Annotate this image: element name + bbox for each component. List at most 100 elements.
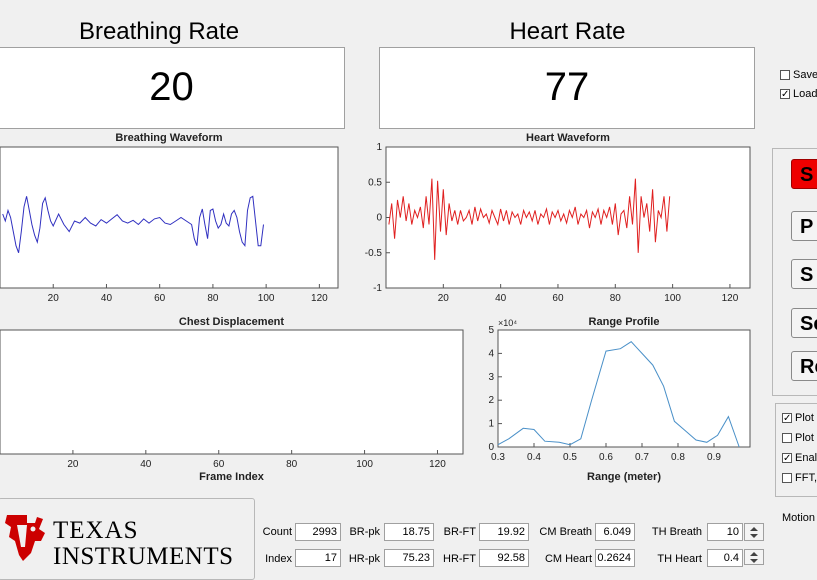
x-tick-label: 0.8	[671, 452, 685, 463]
breathing-rate-value: 20	[0, 47, 345, 129]
x-tick-label: 100	[356, 459, 373, 470]
index-field: 17	[295, 549, 341, 567]
br-ft-field: 19.92	[479, 523, 529, 541]
x-tick-label: 0.7	[635, 452, 649, 463]
x-tick-label: 0.5	[563, 452, 577, 463]
plot-option-3-checkbox[interactable]: ✓	[782, 453, 792, 464]
x-tick-label: 80	[207, 293, 219, 304]
save-load-group: Save ✓ Load	[780, 69, 817, 100]
plot-option-4[interactable]: FFT,	[782, 472, 817, 484]
chart-title: Range Profile	[589, 316, 660, 328]
reset-button[interactable]: Re	[791, 351, 817, 381]
x-tick-label: 0.9	[707, 452, 721, 463]
x-axis-label: Frame Index	[199, 471, 265, 483]
th-heart-spinner[interactable]	[744, 549, 764, 565]
control-button-panel: S P S Se Re	[772, 148, 817, 396]
save-checkbox[interactable]	[780, 70, 790, 80]
save-label: Save	[793, 69, 817, 81]
y-tick-label: 5	[488, 325, 494, 336]
th-breath-spinner[interactable]	[744, 523, 764, 541]
chart-title: Heart Waveform	[526, 132, 610, 144]
plot-option-1-checkbox[interactable]: ✓	[782, 413, 792, 424]
x-tick-label: 120	[311, 293, 328, 304]
count-label: Count	[262, 526, 292, 538]
x-axis-label: Range (meter)	[587, 471, 661, 483]
breathing-waveform-svg: Breathing Waveform 20 40 60 80 100 120	[0, 132, 339, 304]
plot-area	[497, 329, 751, 448]
x-tick-label: 60	[154, 293, 166, 304]
th-heart-input[interactable]: 0.4	[707, 549, 743, 567]
load-checkbox[interactable]: ✓	[780, 89, 790, 100]
plot-option-4-label: FFT,	[795, 472, 817, 484]
y-tick-label: 3	[488, 372, 494, 383]
cm-heart-label: CM Heart	[544, 553, 592, 565]
chart-title: Chest Displacement	[179, 316, 284, 328]
logo-panel: TEXAS INSTRUMENTS	[0, 498, 255, 580]
x-tick-label: 40	[140, 459, 152, 470]
plot-area	[0, 329, 464, 455]
y-tick-label: -1	[373, 283, 382, 294]
plot-option-4-checkbox[interactable]	[782, 473, 792, 483]
series-line	[2, 195, 264, 253]
y-exponent-label: ×10⁴	[498, 318, 517, 328]
logo-text-texas: TEXAS	[53, 517, 139, 544]
cm-breath-field: 6.049	[595, 523, 635, 541]
x-tick-label: 80	[610, 293, 622, 304]
plot-option-1-label: Plot	[795, 412, 814, 424]
y-tick-label: 4	[488, 348, 494, 359]
hr-ft-field: 92.58	[479, 549, 529, 567]
y-tick-label: -0.5	[365, 248, 383, 259]
pause-button[interactable]: P	[791, 211, 817, 241]
range-profile-chart: Range Profile 0.3 0.4 0.5 0.6 0.7 0.8 0.9 5 4 3 2 1 0…	[470, 313, 755, 490]
save-checkbox-row[interactable]: Save	[780, 69, 817, 81]
x-tick-label: 40	[495, 293, 507, 304]
chart-title: Breathing Waveform	[115, 132, 222, 144]
x-tick-label: 120	[429, 459, 446, 470]
heart-waveform-chart: Heart Waveform 20 40 60 80 100 120 1 0.5 0 -0.5 -1	[350, 130, 760, 310]
load-label: Load	[793, 88, 817, 100]
y-tick-label: 1	[488, 419, 494, 430]
chest-displacement-svg: Chest Displacement 20 40 60 80 100 120 Frame In…	[0, 316, 464, 483]
y-tick-label: 0	[488, 442, 494, 453]
hr-pk-label: HR-pk	[348, 553, 380, 565]
logo-text-instruments: INSTRUMENTS	[53, 543, 234, 570]
cm-breath-label: CM Breath	[539, 526, 592, 538]
plot-option-3-label: Enal	[795, 452, 817, 464]
br-pk-label: BR-pk	[349, 526, 380, 538]
x-tick-label: 20	[438, 293, 450, 304]
plot-options-panel: ✓ Plot Plot ✓ Enal FFT,	[775, 403, 817, 497]
x-tick-label: 120	[722, 293, 739, 304]
start-button[interactable]: S	[791, 159, 817, 189]
y-tick-label: 0.5	[368, 177, 382, 188]
x-tick-label: 0.4	[527, 452, 541, 463]
index-label: Index	[265, 553, 292, 565]
stop-button[interactable]: S	[791, 259, 817, 289]
ti-logo-icon	[5, 515, 45, 561]
plot-option-2-checkbox[interactable]	[782, 433, 792, 443]
breathing-rate-title: Breathing Rate	[78, 18, 240, 45]
motion-label: Motion	[782, 512, 816, 524]
x-tick-label: 60	[213, 459, 225, 470]
breathing-waveform-chart: Breathing Waveform 20 40 60 80 100 120	[0, 130, 345, 310]
series-line	[497, 341, 740, 448]
plot-option-3[interactable]: ✓ Enal	[782, 452, 817, 464]
series-line	[388, 178, 671, 260]
y-tick-label: 2	[488, 395, 494, 406]
plot-option-1[interactable]: ✓ Plot	[782, 412, 814, 424]
x-tick-label: 40	[101, 293, 113, 304]
send-button[interactable]: Se	[791, 308, 817, 338]
load-checkbox-row[interactable]: ✓ Load	[780, 88, 817, 100]
x-tick-label: 80	[286, 459, 298, 470]
range-profile-svg: Range Profile 0.3 0.4 0.5 0.6 0.7 0.8 0.9 5 4 3 2 1 0…	[488, 316, 751, 483]
hr-ft-label: HR-FT	[443, 553, 476, 565]
y-tick-label: 0	[376, 213, 382, 224]
x-tick-label: 0.3	[491, 452, 505, 463]
plot-option-2[interactable]: Plot	[782, 432, 814, 444]
hr-pk-field: 75.23	[384, 549, 434, 567]
x-tick-label: 0.6	[599, 452, 613, 463]
heart-waveform-svg: Heart Waveform 20 40 60 80 100 120 1 0.5 0 -0.5 -1	[365, 132, 751, 304]
x-tick-label: 100	[258, 293, 275, 304]
th-breath-input[interactable]: 10	[707, 523, 743, 541]
y-tick-label: 1	[376, 142, 382, 153]
br-ft-label: BR-FT	[443, 526, 476, 538]
